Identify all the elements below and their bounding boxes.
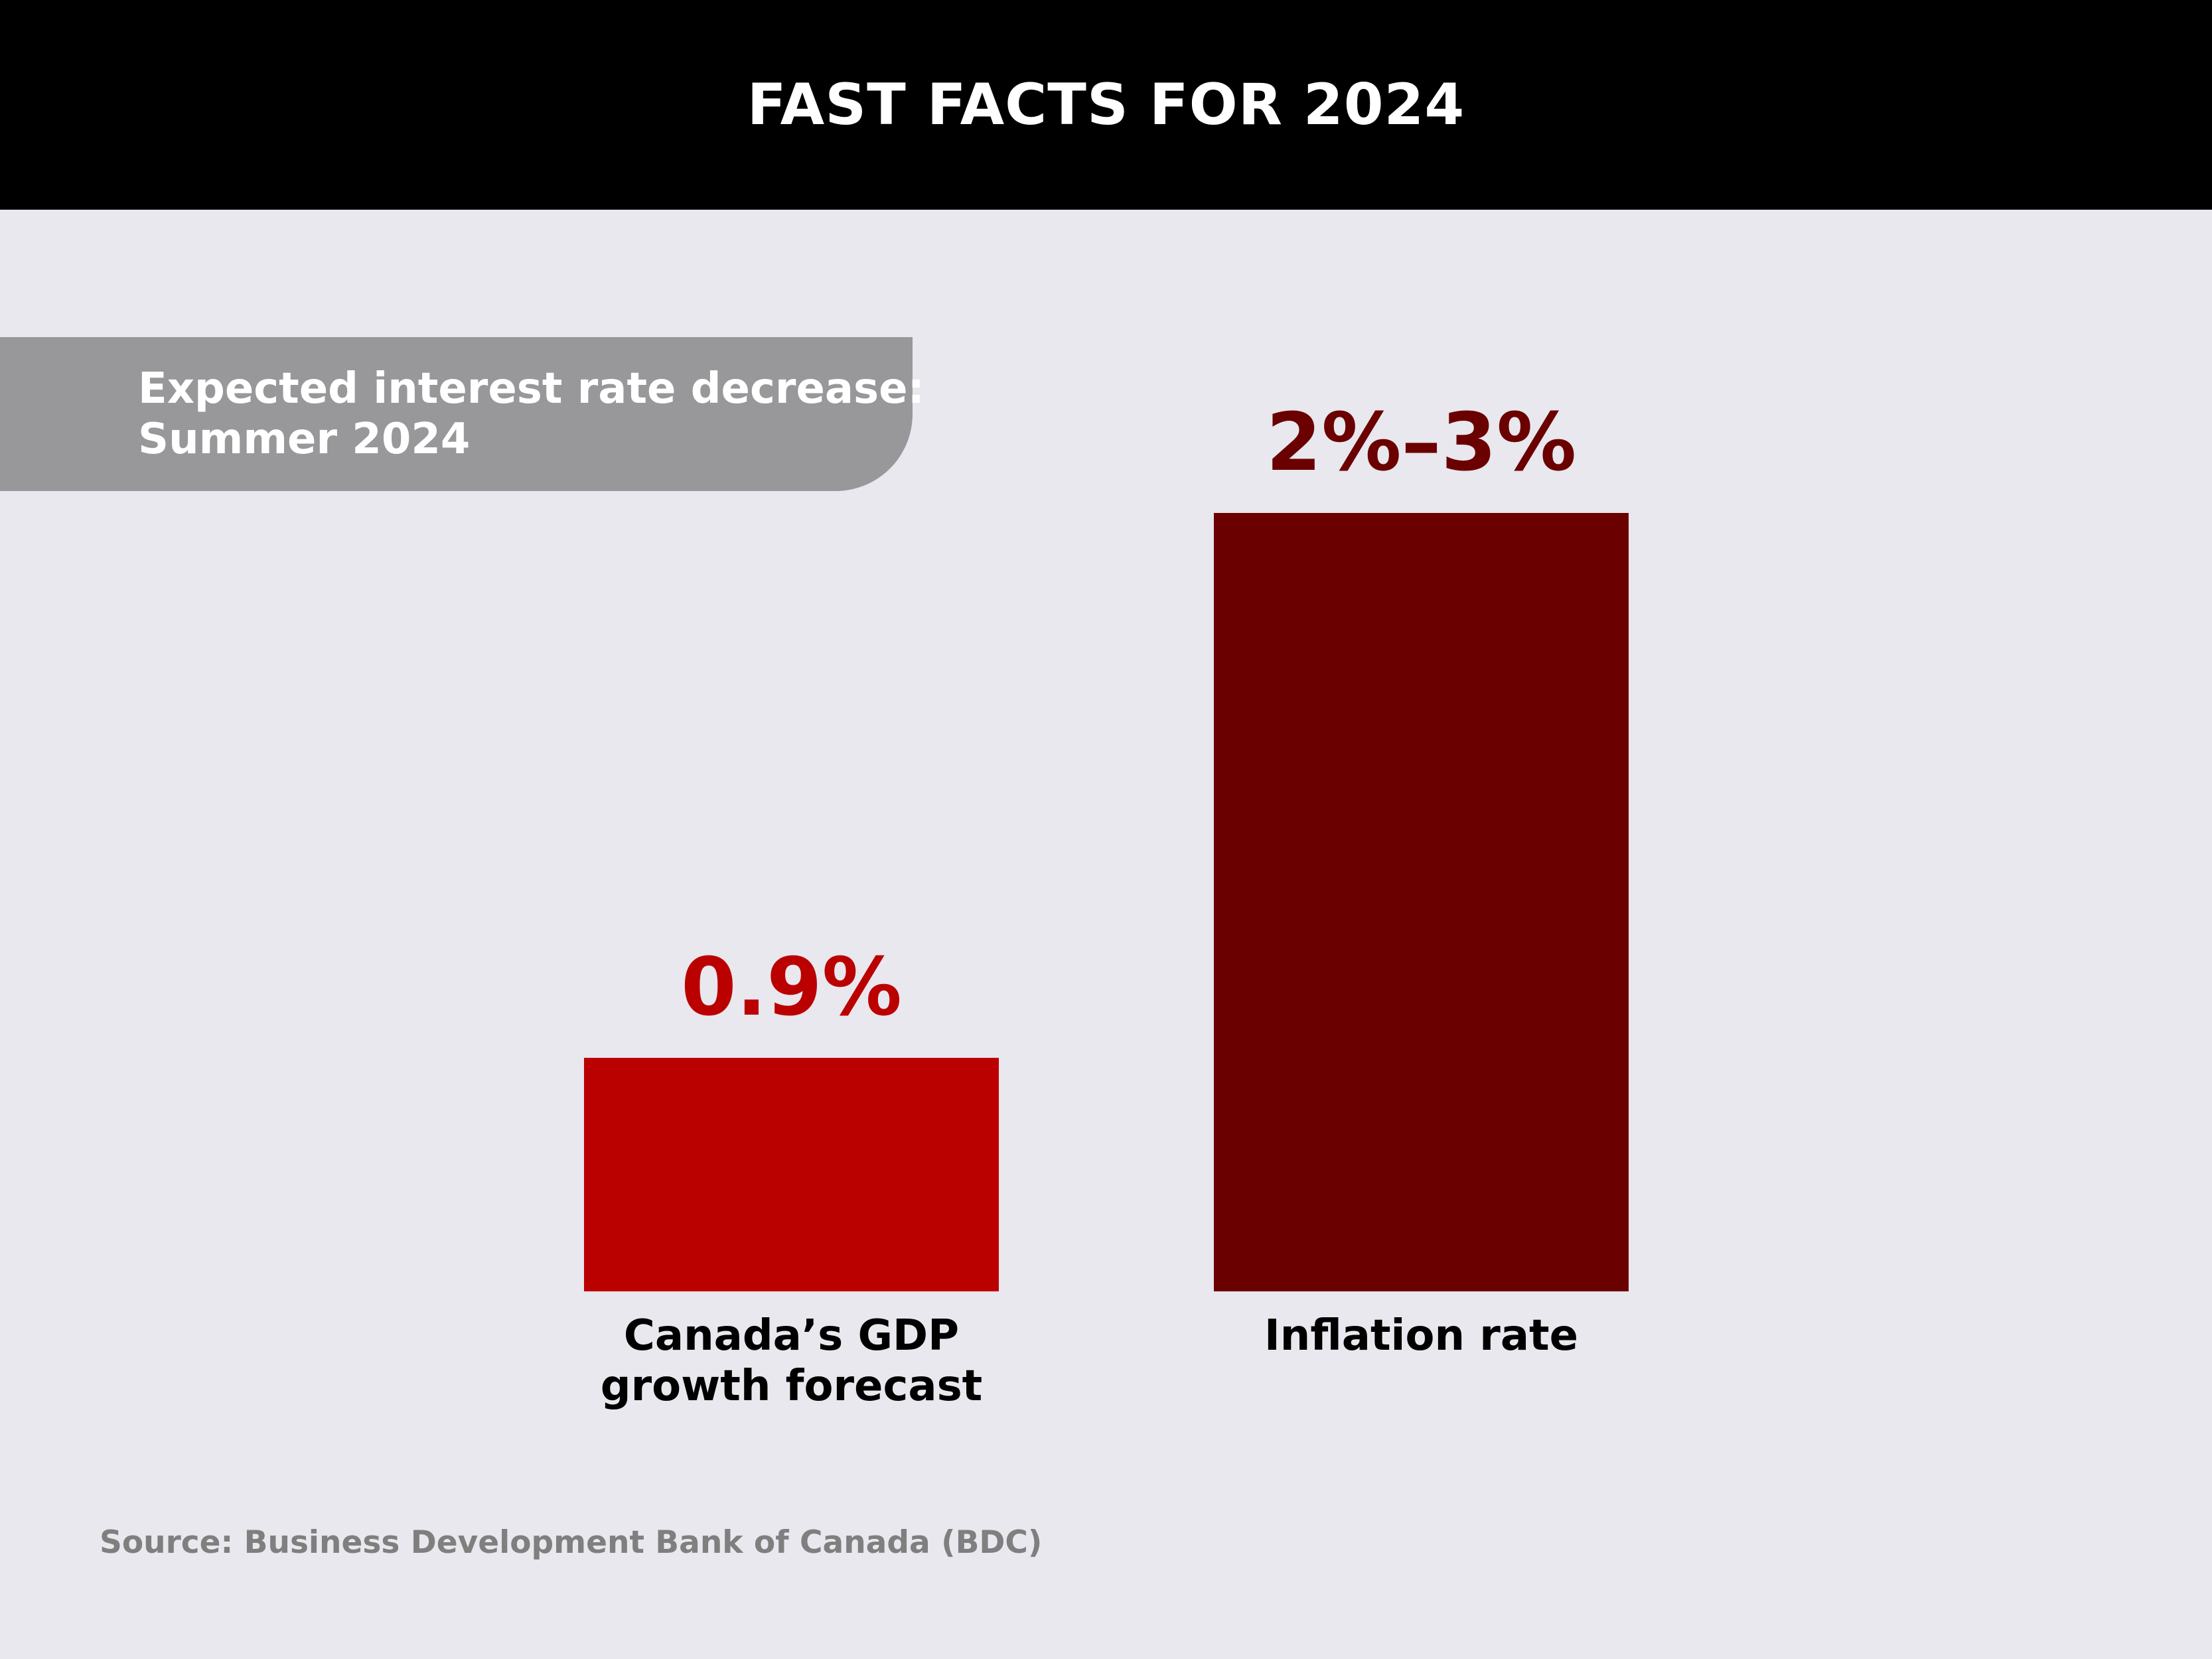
callout-text: Expected interest rate decrease: Summer … xyxy=(138,364,924,465)
bar-inflation xyxy=(1214,513,1629,1291)
category-label-gdp-line-2: growth forecast xyxy=(600,1362,983,1411)
source-note: Source: Business Development Bank of Can… xyxy=(100,1524,1043,1561)
category-label-gdp: Canada’s GDP growth forecast xyxy=(584,1311,999,1411)
page-title: FAST FACTS FOR 2024 xyxy=(747,72,1465,138)
header-bar: FAST FACTS FOR 2024 xyxy=(0,0,2212,210)
bar-gdp xyxy=(584,1058,999,1291)
category-label-gdp-line-1: Canada’s GDP xyxy=(623,1311,960,1360)
callout-line-1: Expected interest rate decrease: xyxy=(138,364,925,413)
callout-line-2: Summer 2024 xyxy=(138,415,471,464)
data-label-gdp: 0.9% xyxy=(681,942,902,1034)
category-label-inflation: Inflation rate xyxy=(1214,1311,1629,1361)
interest-rate-callout: Expected interest rate decrease: Summer … xyxy=(0,337,924,491)
category-label-inflation-line-1: Inflation rate xyxy=(1264,1311,1579,1360)
data-label-inflation: 2%–3% xyxy=(1266,397,1576,489)
